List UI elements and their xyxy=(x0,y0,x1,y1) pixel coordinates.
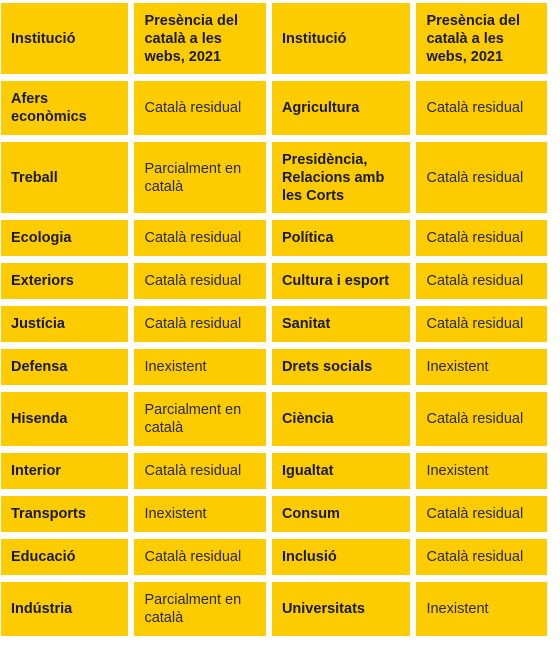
presence-cell: Català residual xyxy=(134,306,266,342)
presence-cell: Català residual xyxy=(134,539,266,575)
table-row: Exteriors Català residual Cultura i espo… xyxy=(1,263,547,299)
header-presence-left: Presència del català a les webs, 2021 xyxy=(134,3,266,74)
presence-cell: Català residual xyxy=(416,81,547,135)
presence-cell: Inexistent xyxy=(134,496,266,532)
institution-cell: Educació xyxy=(1,539,129,575)
institution-cell: Drets socials xyxy=(271,349,411,385)
header-institution-right: Institució xyxy=(271,3,411,74)
presence-cell: Català residual xyxy=(416,392,547,446)
header-institution-left: Institució xyxy=(1,3,129,74)
institution-cell: Afers econòmics xyxy=(1,81,129,135)
presence-cell: Català residual xyxy=(134,263,266,299)
presence-cell: Inexistent xyxy=(416,582,547,636)
presence-cell: Inexistent xyxy=(416,349,547,385)
presence-cell: Català residual xyxy=(416,142,547,213)
table-row: Indústria Parcialment en català Universi… xyxy=(1,582,547,636)
presence-cell: Català residual xyxy=(134,220,266,256)
table-row: Afers econòmics Català residual Agricult… xyxy=(1,81,547,135)
table-row: Educació Català residual Inclusió Català… xyxy=(1,539,547,575)
table-row: Justícia Català residual Sanitat Català … xyxy=(1,306,547,342)
table-row: Hisenda Parcialment en català Ciència Ca… xyxy=(1,392,547,446)
institution-cell: Hisenda xyxy=(1,392,129,446)
institution-cell: Treball xyxy=(1,142,129,213)
presence-cell: Català residual xyxy=(134,453,266,489)
header-row: Institució Presència del català a les we… xyxy=(1,3,547,74)
presence-cell: Català residual xyxy=(416,496,547,532)
presence-cell: Català residual xyxy=(416,539,547,575)
institution-cell: Ciència xyxy=(271,392,411,446)
institution-cell: Consum xyxy=(271,496,411,532)
header-presence-right: Presència del català a les webs, 2021 xyxy=(416,3,547,74)
presence-cell: Català residual xyxy=(134,81,266,135)
presence-cell: Parcialment en català xyxy=(134,392,266,446)
presence-cell: Català residual xyxy=(416,306,547,342)
table-row: Defensa Inexistent Drets socials Inexist… xyxy=(1,349,547,385)
table-row: Interior Català residual Igualtat Inexis… xyxy=(1,453,547,489)
presence-cell: Català residual xyxy=(416,263,547,299)
institution-cell: Agricultura xyxy=(271,81,411,135)
institution-cell: Cultura i esport xyxy=(271,263,411,299)
table-row: Treball Parcialment en català Presidènci… xyxy=(1,142,547,213)
catalan-presence-table: Institució Presència del català a les we… xyxy=(1,3,547,636)
table-row: Transports Inexistent Consum Català resi… xyxy=(1,496,547,532)
table-row: Ecologia Català residual Política Català… xyxy=(1,220,547,256)
presence-cell: Parcialment en català xyxy=(134,582,266,636)
institution-cell: Inclusió xyxy=(271,539,411,575)
presence-cell: Inexistent xyxy=(416,453,547,489)
institution-cell: Política xyxy=(271,220,411,256)
institution-cell: Sanitat xyxy=(271,306,411,342)
institution-cell: Interior xyxy=(1,453,129,489)
institution-cell: Justícia xyxy=(1,306,129,342)
institution-cell: Universitats xyxy=(271,582,411,636)
institution-cell: Exteriors xyxy=(1,263,129,299)
presence-cell: Inexistent xyxy=(134,349,266,385)
institution-cell: Indústria xyxy=(1,582,129,636)
presence-cell: Parcialment en català xyxy=(134,142,266,213)
institution-cell: Ecologia xyxy=(1,220,129,256)
institution-cell: Defensa xyxy=(1,349,129,385)
presence-cell: Català residual xyxy=(416,220,547,256)
institution-cell: Igualtat xyxy=(271,453,411,489)
institution-cell: Presidència, Relacions amb les Corts xyxy=(271,142,411,213)
institution-cell: Transports xyxy=(1,496,129,532)
